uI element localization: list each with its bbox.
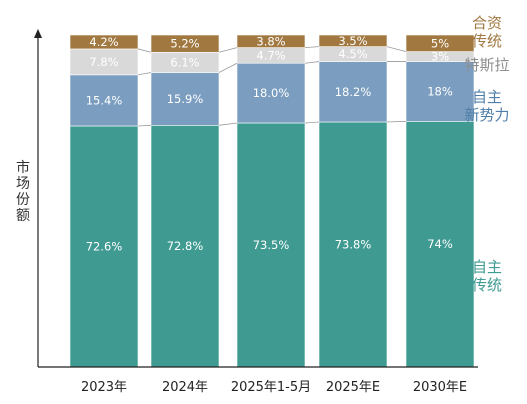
bar-segment [236, 122, 306, 368]
data-label: 73.5% [253, 238, 290, 252]
connector-line [386, 120, 407, 123]
data-label: 18.2% [335, 85, 372, 99]
connector-line [304, 61, 320, 64]
data-label: 72.8% [167, 239, 204, 253]
data-label: 72.6% [86, 239, 123, 253]
x-tick-label: 2025年E [326, 380, 380, 395]
data-label: 3% [431, 50, 449, 64]
x-tick-label: 2025年1-5月 [231, 380, 311, 395]
data-label: 5% [431, 36, 449, 50]
bar-segment [150, 125, 220, 368]
connector-line [137, 124, 152, 127]
data-label: 3.8% [256, 34, 285, 48]
bar-segment [405, 34, 475, 52]
data-label: 73.8% [335, 237, 372, 251]
data-label: 4.7% [256, 48, 285, 62]
connector-line [218, 122, 238, 126]
data-label: 74% [427, 237, 453, 251]
bar-segment [69, 125, 139, 368]
legend-label: 合资 [471, 14, 502, 32]
data-label: 6.1% [170, 55, 199, 69]
data-label: 18.0% [253, 86, 290, 100]
data-label: 5.2% [170, 37, 199, 51]
bar-segment [405, 61, 475, 122]
bar-segment [150, 72, 220, 126]
connector-line [137, 48, 152, 53]
legend-domestic-traditional: 自主 传统 [452, 258, 522, 294]
legend-domestic-new-force: 自主 新势力 [452, 88, 522, 124]
legend-tesla: 特斯拉 [452, 56, 522, 74]
legend-label: 新势力 [464, 106, 510, 124]
bar-segment [318, 34, 388, 47]
data-label: 15.4% [86, 93, 123, 107]
y-axis-label: 市场份额 [16, 160, 30, 224]
connector-line [304, 121, 320, 124]
bar-segment [150, 34, 220, 53]
legend-joint-venture-traditional: 合资 传统 [452, 14, 522, 50]
legend-label: 自主 [471, 258, 502, 276]
bar-segment [318, 61, 388, 123]
y-axis-arrow [34, 29, 42, 38]
data-label: 4.5% [338, 47, 367, 61]
x-tick-label: 2023年 [81, 380, 127, 395]
connector-line [386, 46, 407, 52]
connector-line [218, 47, 238, 53]
bar-segment [69, 34, 139, 50]
connector-line [218, 62, 238, 73]
bar-segment [405, 121, 475, 368]
data-label: 18% [427, 84, 453, 98]
legend-label: 特斯拉 [464, 56, 510, 74]
connector-line [137, 72, 152, 76]
data-label: 3.5% [338, 34, 367, 48]
x-tick-label: 2030年E [413, 380, 467, 395]
legend-label: 自主 [471, 88, 502, 106]
data-label: 15.9% [167, 92, 204, 106]
data-label: 7.8% [89, 55, 118, 69]
x-tick-label: 2024年 [162, 380, 208, 395]
bar-segment [236, 34, 306, 48]
data-label: 4.2% [89, 35, 118, 49]
legend-label: 传统 [471, 32, 502, 50]
bar-segment [69, 74, 139, 127]
bar-segment [318, 121, 388, 368]
connector-line [304, 46, 320, 49]
legend-label: 传统 [471, 276, 502, 294]
